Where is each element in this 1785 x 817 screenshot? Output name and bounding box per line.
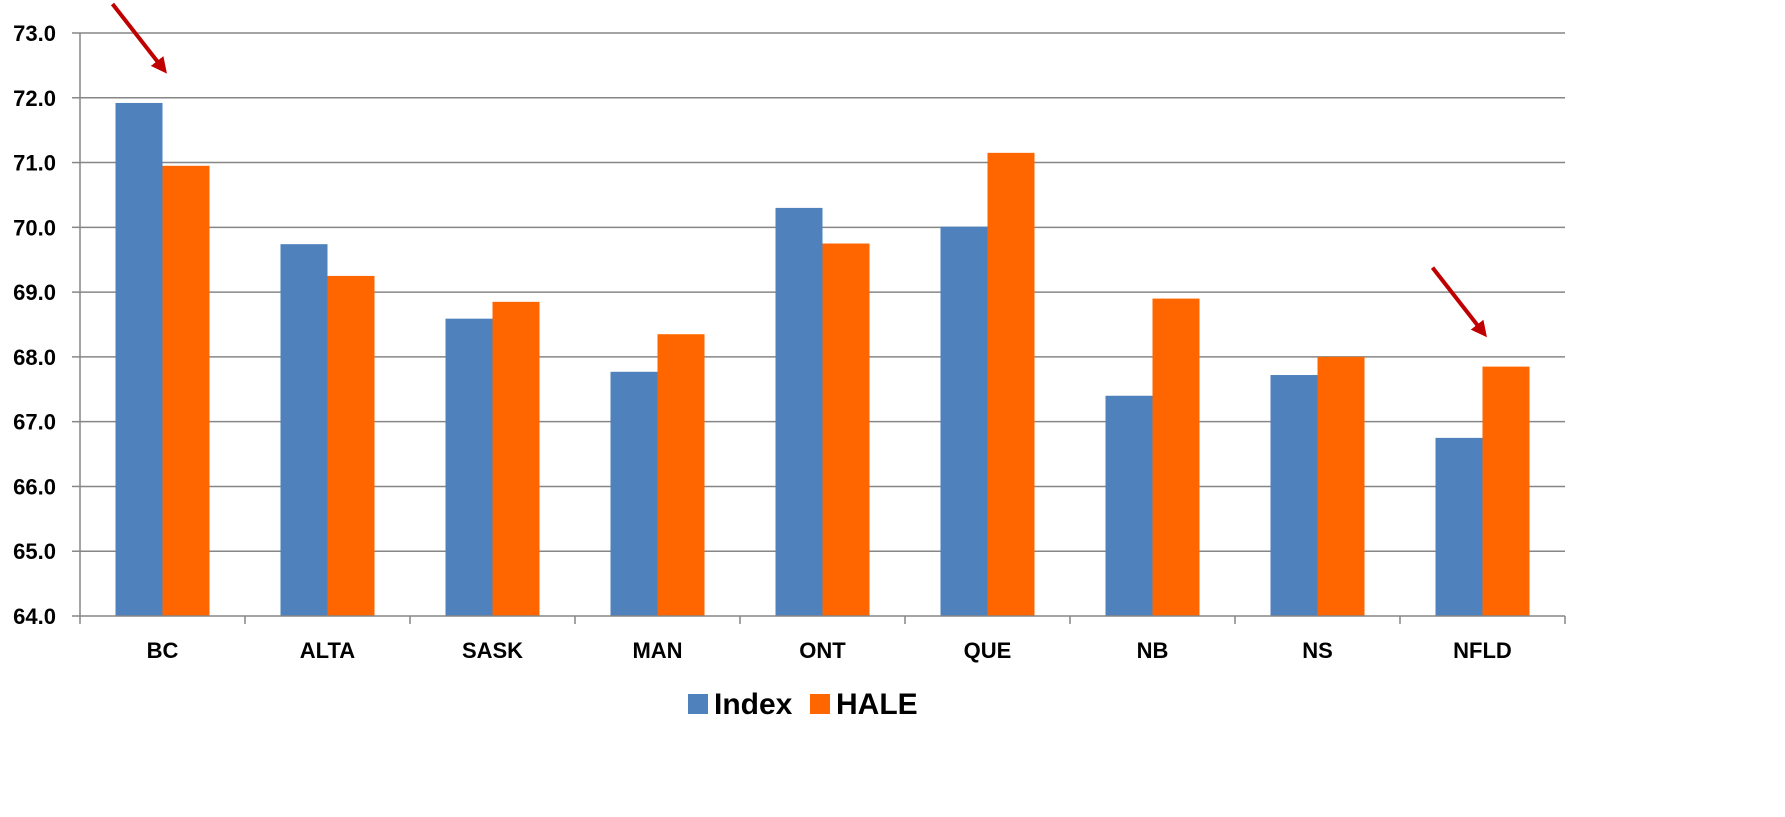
y-tick-label: 64.0 (13, 604, 56, 629)
legend-swatch-index (688, 694, 708, 714)
x-tick-label: BC (147, 638, 179, 663)
x-tick-label: SASK (462, 638, 523, 663)
bars-group (115, 102, 1530, 617)
y-tick-label: 66.0 (13, 474, 56, 499)
y-tick-label: 69.0 (13, 280, 56, 305)
x-axis-labels: BC ALTA SASK MAN ONT QUE NB NS NFLD (147, 638, 1512, 663)
y-tick-label: 71.0 (13, 151, 56, 176)
bar-index-bc (115, 102, 163, 616)
x-tick-label: ALTA (300, 638, 355, 663)
x-tick-label: MAN (632, 638, 682, 663)
bar-hale-ns (1317, 356, 1365, 616)
legend-label-hale: HALE (836, 688, 918, 721)
bar-index-que (940, 226, 988, 617)
x-tick-label: NS (1302, 638, 1333, 663)
bar-index-nfld (1435, 437, 1483, 616)
bar-hale-nb (1152, 298, 1200, 616)
y-tick-label: 72.0 (13, 86, 56, 111)
axes (79, 33, 1566, 624)
bar-index-ns (1270, 375, 1318, 616)
bar-hale-bc (162, 165, 210, 617)
annotation-arrow (1430, 266, 1487, 338)
bar-index-nb (1105, 395, 1153, 616)
y-tick-label: 68.0 (13, 345, 56, 370)
y-axis-ticks: 64.0 65.0 66.0 67.0 68.0 69.0 70.0 71.0 72.0 73.0 (13, 21, 80, 629)
bar-hale-ont (822, 243, 870, 616)
y-tick-label: 70.0 (13, 215, 56, 240)
y-tick-label: 65.0 (13, 539, 56, 564)
bar-index-man (610, 371, 658, 616)
legend-label-index: Index (714, 688, 793, 721)
x-tick-label: QUE (964, 638, 1012, 663)
annotation-arrow (110, 2, 167, 74)
x-tick-label: ONT (799, 638, 846, 663)
bar-hale-que (987, 152, 1035, 617)
bar-index-ont (775, 207, 823, 616)
y-tick-label: 67.0 (13, 410, 56, 435)
bar-hale-man (657, 334, 705, 616)
x-tick-label: NB (1137, 638, 1169, 663)
bar-hale-sask (492, 301, 540, 616)
bar-index-alta (280, 244, 328, 617)
bar-hale-alta (327, 275, 375, 616)
legend: Index HALE (688, 688, 918, 721)
legend-swatch-hale (810, 694, 830, 714)
y-tick-label: 73.0 (13, 21, 56, 46)
annotation-arrows (110, 2, 1487, 338)
bar-index-sask (445, 318, 493, 616)
x-tick-label: NFLD (1453, 638, 1512, 663)
bar-hale-nfld (1482, 366, 1530, 616)
